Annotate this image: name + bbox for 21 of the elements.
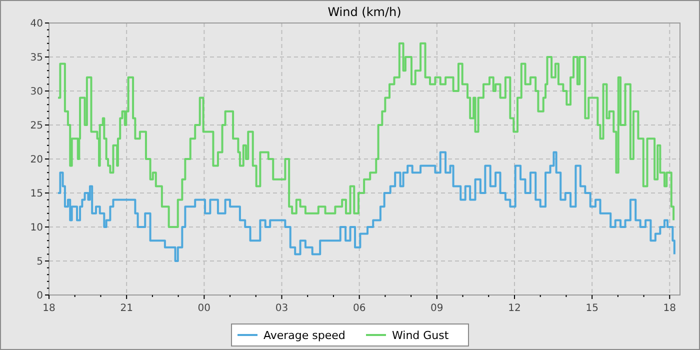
x-tick-label: 15 (586, 303, 598, 314)
chart-title: Wind (km/h) (328, 5, 402, 19)
y-tick-label: 5 (36, 256, 43, 268)
y-tick-label: 25 (30, 120, 43, 132)
y-tick-label: 30 (30, 86, 43, 98)
y-tick-label: 0 (36, 290, 43, 302)
x-tick-label: 21 (120, 303, 133, 314)
x-tick-label: 18 (42, 303, 56, 314)
x-tick-label: 12 (508, 303, 521, 314)
legend-label: Wind Gust (392, 329, 450, 342)
x-tick-label: 18 (663, 303, 676, 314)
x-tick-label: 09 (430, 303, 444, 314)
y-tick-label: 15 (30, 188, 43, 200)
y-tick-label: 35 (30, 52, 43, 64)
x-tick-label: 00 (198, 303, 211, 314)
x-tick-label: 06 (352, 303, 366, 314)
y-tick-label: 20 (30, 154, 43, 166)
x-tick-label: 03 (275, 303, 288, 314)
y-tick-label: 10 (30, 222, 43, 234)
legend-label: Average speed (264, 329, 346, 342)
y-tick-label: 40 (30, 18, 43, 30)
